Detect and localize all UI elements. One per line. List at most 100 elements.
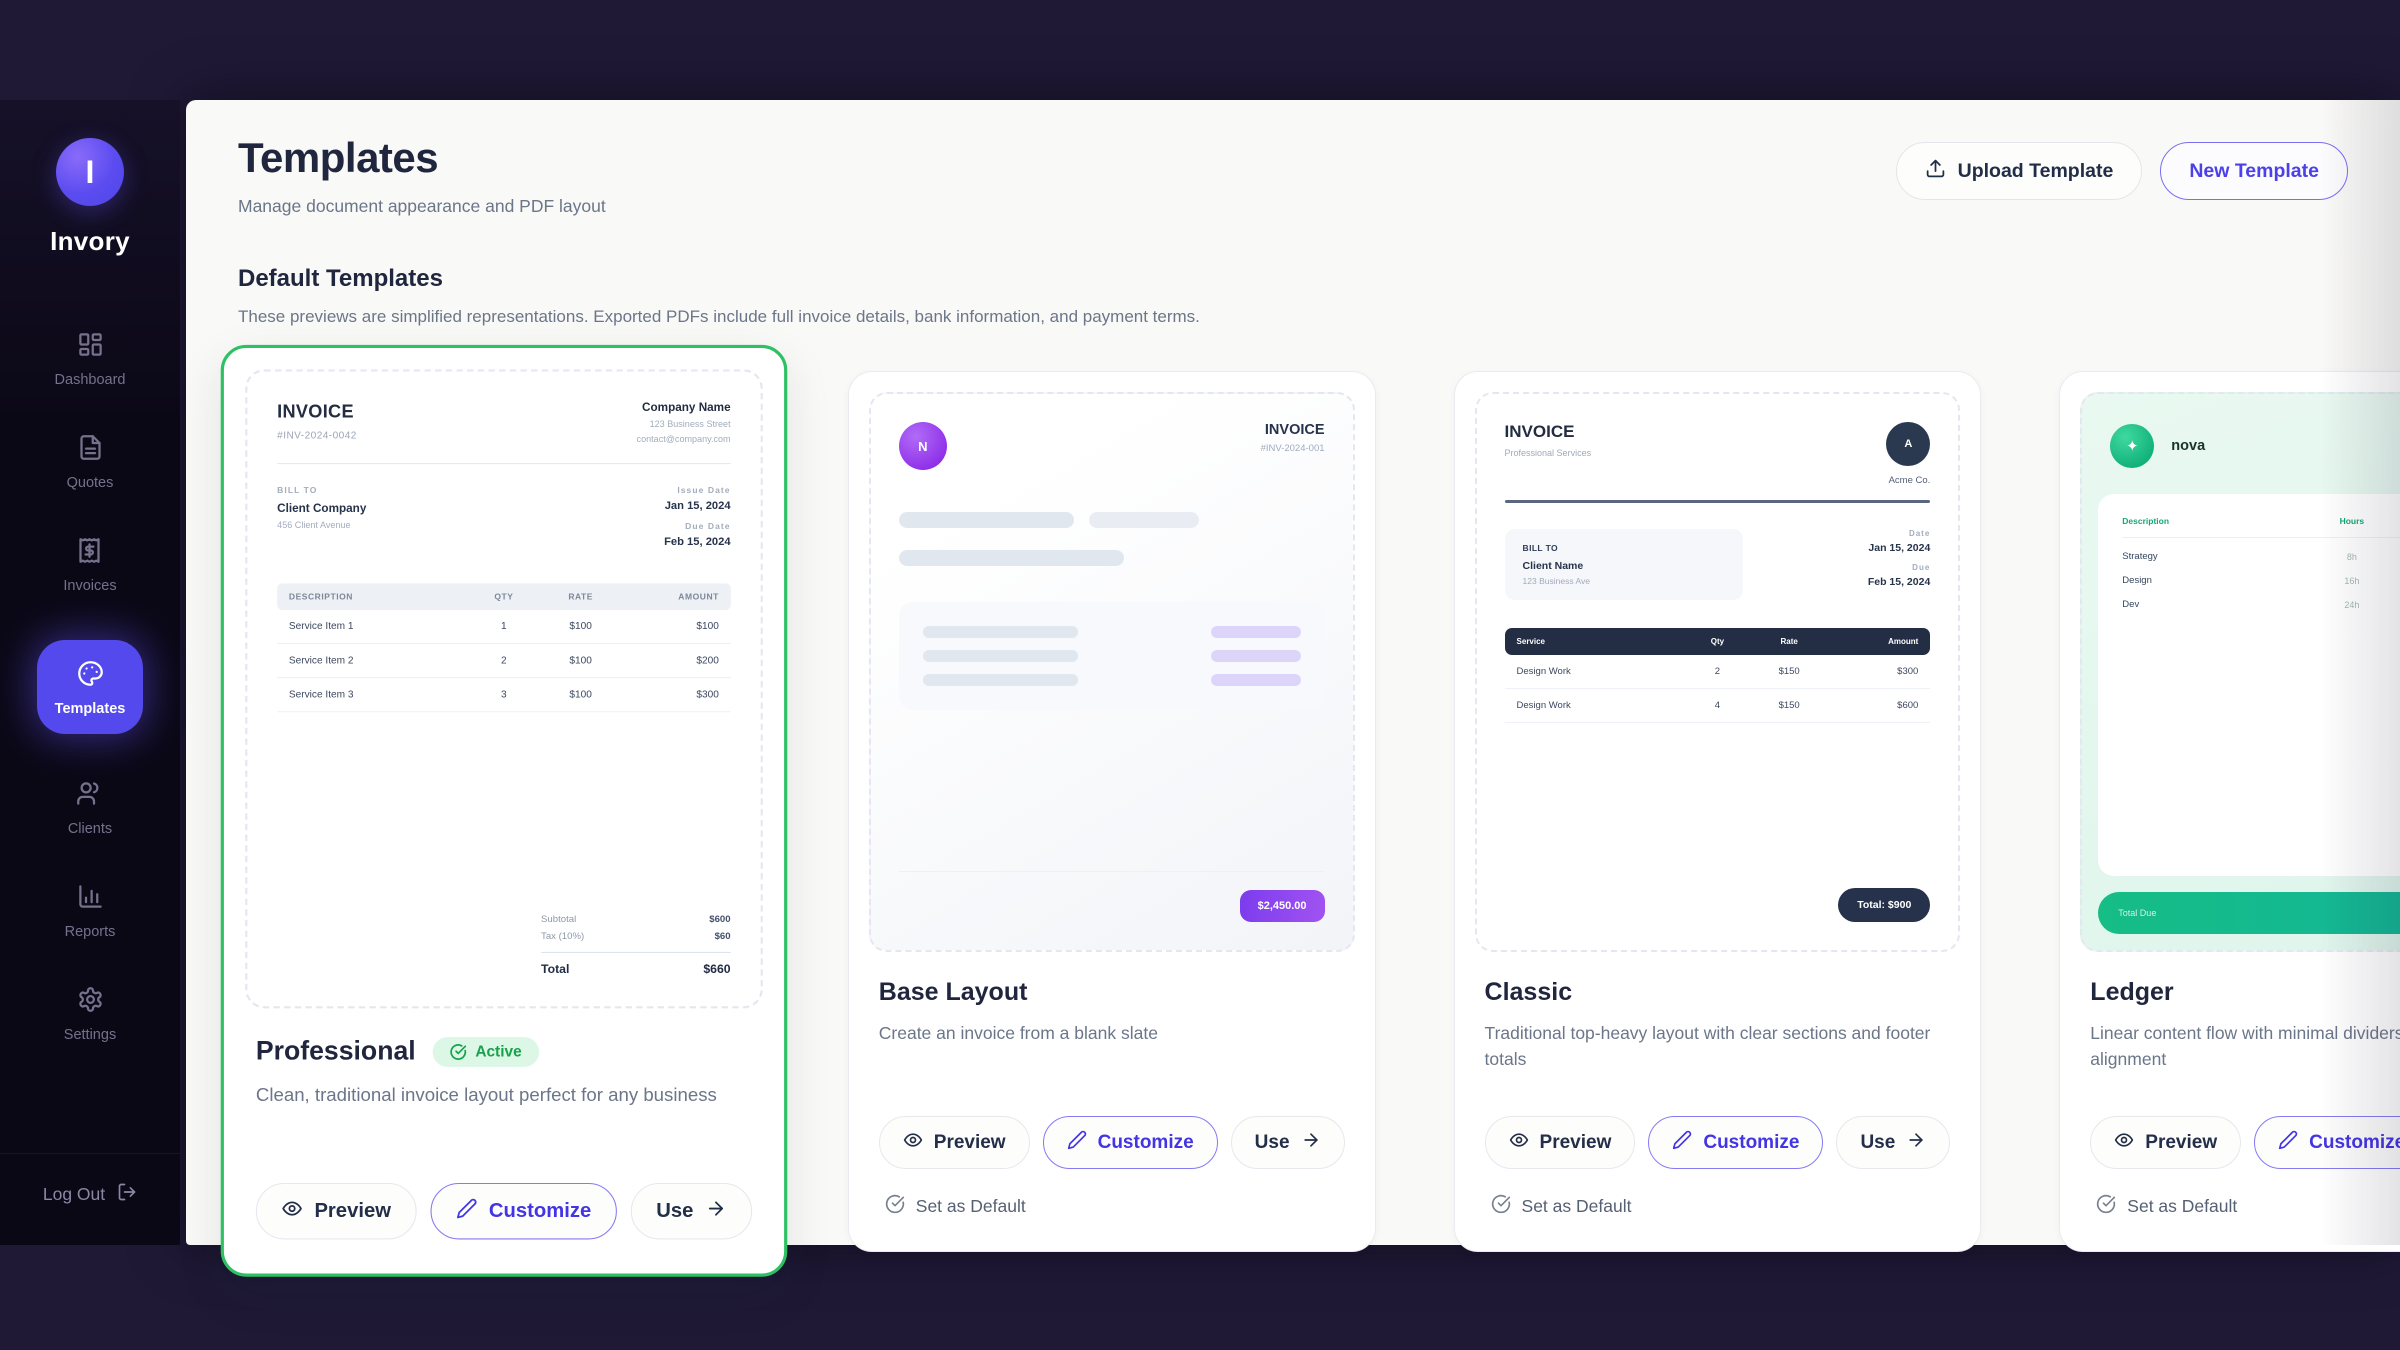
eye-icon <box>903 1130 923 1156</box>
customize-button[interactable]: Customize <box>430 1182 617 1240</box>
preview-total-pill: $2,450.00 <box>1239 890 1325 922</box>
template-card-base-layout: N INVOICE #INV-2024-001 <box>847 371 1376 1252</box>
col-rate: RATE <box>568 591 594 602</box>
sidebar-item-invoices[interactable]: Invoices <box>63 537 117 594</box>
new-template-button[interactable]: New Template <box>2160 142 2348 200</box>
preview-button[interactable]: Preview <box>1484 1116 1636 1169</box>
cell: Design Work <box>1516 666 1571 677</box>
avatar-letter: N <box>918 438 928 454</box>
template-card-classic: INVOICE Professional Services A Acme Co.… <box>1453 371 1982 1252</box>
cell: 2 <box>1714 666 1721 677</box>
cell: 16h <box>2344 575 2360 586</box>
upload-template-label: Upload Template <box>1957 159 2114 182</box>
eye-icon <box>2114 1130 2134 1156</box>
col-rate: Rate <box>1780 637 1798 646</box>
preview-client-address: 456 Client Avenue <box>277 519 351 531</box>
sidebar-item-templates[interactable]: Templates <box>37 640 143 734</box>
invoices-receipt-icon <box>76 537 103 568</box>
main-content: Templates Manage document appearance and… <box>186 100 2400 1277</box>
preview-button[interactable]: Preview <box>255 1182 417 1240</box>
skeleton-bar <box>922 650 1078 662</box>
pencil-icon <box>1672 1130 1692 1156</box>
sidebar-item-reports[interactable]: Reports <box>65 883 115 940</box>
preview-company-address: 123 Business Street <box>649 418 731 429</box>
upload-template-button[interactable]: Upload Template <box>1895 142 2143 200</box>
col-description: DESCRIPTION <box>288 591 353 602</box>
arrow-right-icon <box>705 1197 726 1225</box>
cell: Strategy <box>2122 551 2158 562</box>
skeleton-bar <box>898 512 1074 528</box>
logout-icon <box>117 1182 137 1207</box>
check-circle-icon <box>450 1043 467 1060</box>
sidebar-item-clients[interactable]: Clients <box>68 780 112 837</box>
check-circle-icon <box>1491 1194 1511 1219</box>
new-template-label: New Template <box>2189 159 2319 182</box>
preview-button-label: Preview <box>1539 1131 1612 1153</box>
cell: 24h <box>2344 599 2360 610</box>
preview-issue-date-label: Issue Date <box>677 485 731 496</box>
customize-button[interactable]: Customize <box>2254 1116 2400 1169</box>
preview-button[interactable]: Preview <box>2090 1116 2242 1169</box>
sidebar-item-quotes[interactable]: Quotes <box>67 434 113 491</box>
template-cards-grid: INVOICE #INV-2024-0042 Company Name 123 … <box>220 344 2400 1277</box>
header-actions: Upload Template New Template <box>1895 142 2348 200</box>
preview-table-row: Service Item 1 1 $100 $100 <box>277 610 731 645</box>
use-button[interactable]: Use <box>630 1182 752 1240</box>
card-title: Base Layout <box>878 978 1028 1006</box>
preview-doc-title: INVOICE <box>1264 422 1325 438</box>
sidebar-item-label: Invoices <box>63 578 117 594</box>
set-as-default-button[interactable]: Set as Default <box>879 1194 1345 1219</box>
use-button-label: Use <box>1860 1131 1896 1153</box>
logout-button[interactable]: Log Out <box>43 1182 137 1207</box>
preview-client-name: Client Name <box>1522 560 1584 572</box>
use-button[interactable]: Use <box>1836 1116 1951 1169</box>
cell: 3 <box>501 688 507 701</box>
use-button-label: Use <box>656 1199 694 1222</box>
use-button[interactable]: Use <box>1230 1116 1345 1169</box>
set-as-default-label: Set as Default <box>1521 1196 1632 1216</box>
customize-button-label: Customize <box>1097 1131 1194 1153</box>
sidebar-item-label: Dashboard <box>54 372 126 388</box>
base-layout-preview: N INVOICE #INV-2024-001 <box>868 392 1355 952</box>
customize-button-label: Customize <box>2309 1131 2400 1153</box>
sidebar-item-label: Settings <box>63 1027 117 1043</box>
classic-preview: INVOICE Professional Services A Acme Co.… <box>1474 392 1961 952</box>
set-as-default-button[interactable]: Set as Default <box>1485 1194 1951 1219</box>
customize-button[interactable]: Customize <box>1042 1116 1218 1169</box>
reports-chart-icon <box>77 883 104 914</box>
customize-button-label: Customize <box>488 1199 592 1222</box>
total-label: Total <box>541 963 570 977</box>
set-as-default-button[interactable]: Set as Default <box>2090 1194 2400 1219</box>
avatar-letter: A <box>1904 438 1913 450</box>
clients-users-icon <box>76 780 103 811</box>
brand-name: Invory <box>50 226 130 256</box>
cell: Dev <box>2122 599 2140 610</box>
preview-table-header: Description Hours Amount <box>2122 516 2400 538</box>
preview-company-name: Company Name <box>642 401 731 415</box>
sidebar-item-label: Templates <box>54 701 126 717</box>
col-service: Service <box>1516 637 1545 646</box>
page-header: Templates Manage document appearance and… <box>238 134 2348 217</box>
preview-due-label: Due <box>1912 563 1931 572</box>
preview-button[interactable]: Preview <box>878 1116 1030 1169</box>
pencil-icon <box>1067 1130 1087 1156</box>
preview-table-row: Dev 24h $3600 <box>2122 599 2400 610</box>
subtotal-label: Subtotal <box>541 913 577 925</box>
sidebar-item-settings[interactable]: Settings <box>64 986 116 1043</box>
upload-icon <box>1925 158 1946 185</box>
preview-table-header: Service Qty Rate Amount <box>1504 628 1931 655</box>
preview-due: Feb 15, 2024 <box>1867 576 1931 588</box>
card-description: Traditional top-heavy layout with clear … <box>1484 1023 1931 1070</box>
cell: 2 <box>501 654 507 667</box>
pencil-icon <box>456 1197 477 1225</box>
sidebar-footer: Log Out <box>0 1153 180 1245</box>
sidebar-item-dashboard[interactable]: Dashboard <box>54 331 126 388</box>
customize-button[interactable]: Customize <box>1648 1116 1824 1169</box>
preview-table-row: Design Work 4 $150 $600 <box>1504 689 1931 723</box>
set-as-default-label: Set as Default <box>2127 1196 2238 1216</box>
set-as-default-label: Set as Default <box>915 1196 1026 1216</box>
preview-table-row: Strategy 8h $1200 <box>2122 551 2400 562</box>
card-title: Ledger <box>2090 978 2174 1006</box>
preview-button-label: Preview <box>2145 1131 2218 1153</box>
subtotal-value: $600 <box>709 913 731 925</box>
